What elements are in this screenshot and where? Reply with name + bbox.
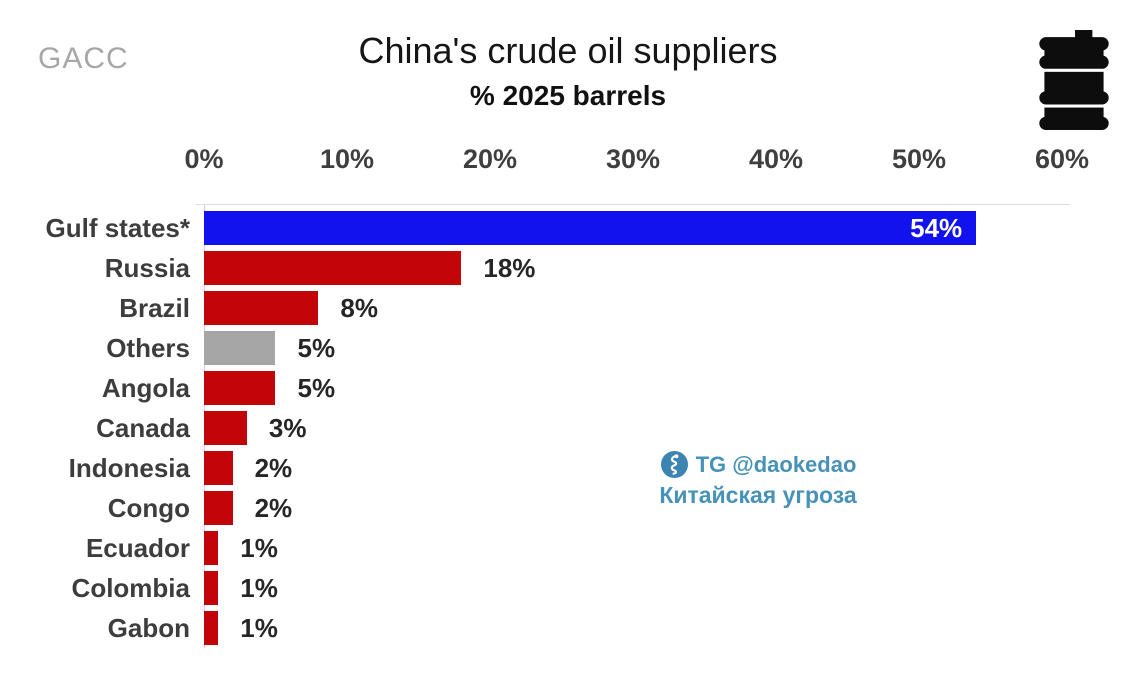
value-label: 1% — [240, 572, 278, 603]
chart-title: China's crude oil suppliers — [358, 30, 778, 71]
x-tick-label: 0% — [184, 144, 224, 174]
bar-area: 18% — [204, 251, 1062, 285]
bar-area: 3% — [204, 411, 1062, 445]
bar — [204, 571, 219, 605]
x-tick-label: 30% — [605, 144, 661, 174]
value-label: 18% — [483, 252, 536, 283]
bar — [204, 331, 276, 365]
bar — [204, 251, 462, 285]
value-label: 3% — [268, 412, 307, 443]
chart-row: Others 5% — [0, 328, 1136, 368]
source-label: GACC — [38, 42, 129, 75]
value-label: 2% — [254, 492, 293, 523]
bar-area: 5% — [204, 331, 1062, 365]
bar-area: 5% — [204, 371, 1062, 405]
plot-top-border — [196, 204, 1070, 205]
title-block: China's crude oil suppliers % 2025 barre… — [0, 30, 1136, 114]
bar-area: 8% — [204, 291, 1062, 325]
chart-rows: Gulf states* 54% Russia 18% Brazil 8% Ot… — [0, 208, 1136, 648]
bar — [204, 451, 233, 485]
value-label: 1% — [240, 532, 278, 563]
category-label: Colombia — [71, 572, 190, 603]
value-label: 5% — [297, 372, 336, 403]
category-label: Russia — [104, 252, 190, 283]
chart-row: Colombia 1% — [0, 568, 1136, 608]
bar-area: 2% — [204, 491, 1062, 525]
watermark-handle: TG @daokedao — [695, 451, 857, 477]
bar — [204, 491, 233, 525]
category-label: Congo — [107, 492, 190, 523]
category-label: Angola — [101, 372, 190, 403]
bar-area: 1% — [204, 611, 1062, 645]
bar-area: 54% — [204, 211, 1062, 245]
chart-row: Gabon 1% — [0, 608, 1136, 648]
watermark: TG @daokedao Китайская угроза — [638, 450, 878, 509]
x-tick-label: 40% — [748, 144, 804, 174]
bar-area: 1% — [204, 531, 1062, 565]
telegram-channel-logo-icon — [660, 450, 688, 479]
chart-row: Canada 3% — [0, 408, 1136, 448]
category-label: Brazil — [119, 292, 190, 323]
category-label: Canada — [96, 412, 190, 443]
x-axis: 0% 10% 20% 30% 40% 50% 60% — [184, 144, 1089, 180]
chart-row: Indonesia 2% — [0, 448, 1136, 488]
category-label: Gabon — [107, 612, 190, 643]
bar-area: 2% — [204, 451, 1062, 485]
bar — [204, 371, 276, 405]
chart-row: Brazil 8% — [0, 288, 1136, 328]
chart-row: Gulf states* 54% — [0, 208, 1136, 248]
x-tick-label: 60% — [1034, 144, 1090, 174]
value-label: 1% — [240, 612, 278, 643]
category-label: Indonesia — [68, 452, 190, 483]
value-label: 5% — [297, 332, 336, 363]
value-label: 8% — [340, 292, 378, 323]
watermark-channel-name: Китайская угроза — [659, 482, 857, 508]
chart-row: Angola 5% — [0, 368, 1136, 408]
watermark-line1: TG @daokedao — [638, 450, 878, 479]
bar — [204, 531, 219, 565]
chart-row: Congo 2% — [0, 488, 1136, 528]
bar — [204, 291, 319, 325]
x-tick-label: 10% — [319, 144, 375, 174]
bar: 54% — [204, 211, 977, 245]
chart-subtitle: % 2025 barrels — [469, 80, 667, 111]
x-tick-label: 20% — [462, 144, 518, 174]
value-label: 54% — [910, 212, 963, 243]
bar-area: 1% — [204, 571, 1062, 605]
value-label: 2% — [254, 452, 293, 483]
chart-row: Russia 18% — [0, 248, 1136, 288]
category-label: Gulf states* — [45, 212, 191, 243]
category-label: Others — [106, 332, 190, 363]
bar — [204, 611, 219, 645]
x-tick-label: 50% — [891, 144, 947, 174]
bar — [204, 411, 247, 445]
oil-barrel-icon — [1039, 30, 1109, 130]
category-label: Ecuador — [85, 532, 190, 563]
chart-row: Ecuador 1% — [0, 528, 1136, 568]
